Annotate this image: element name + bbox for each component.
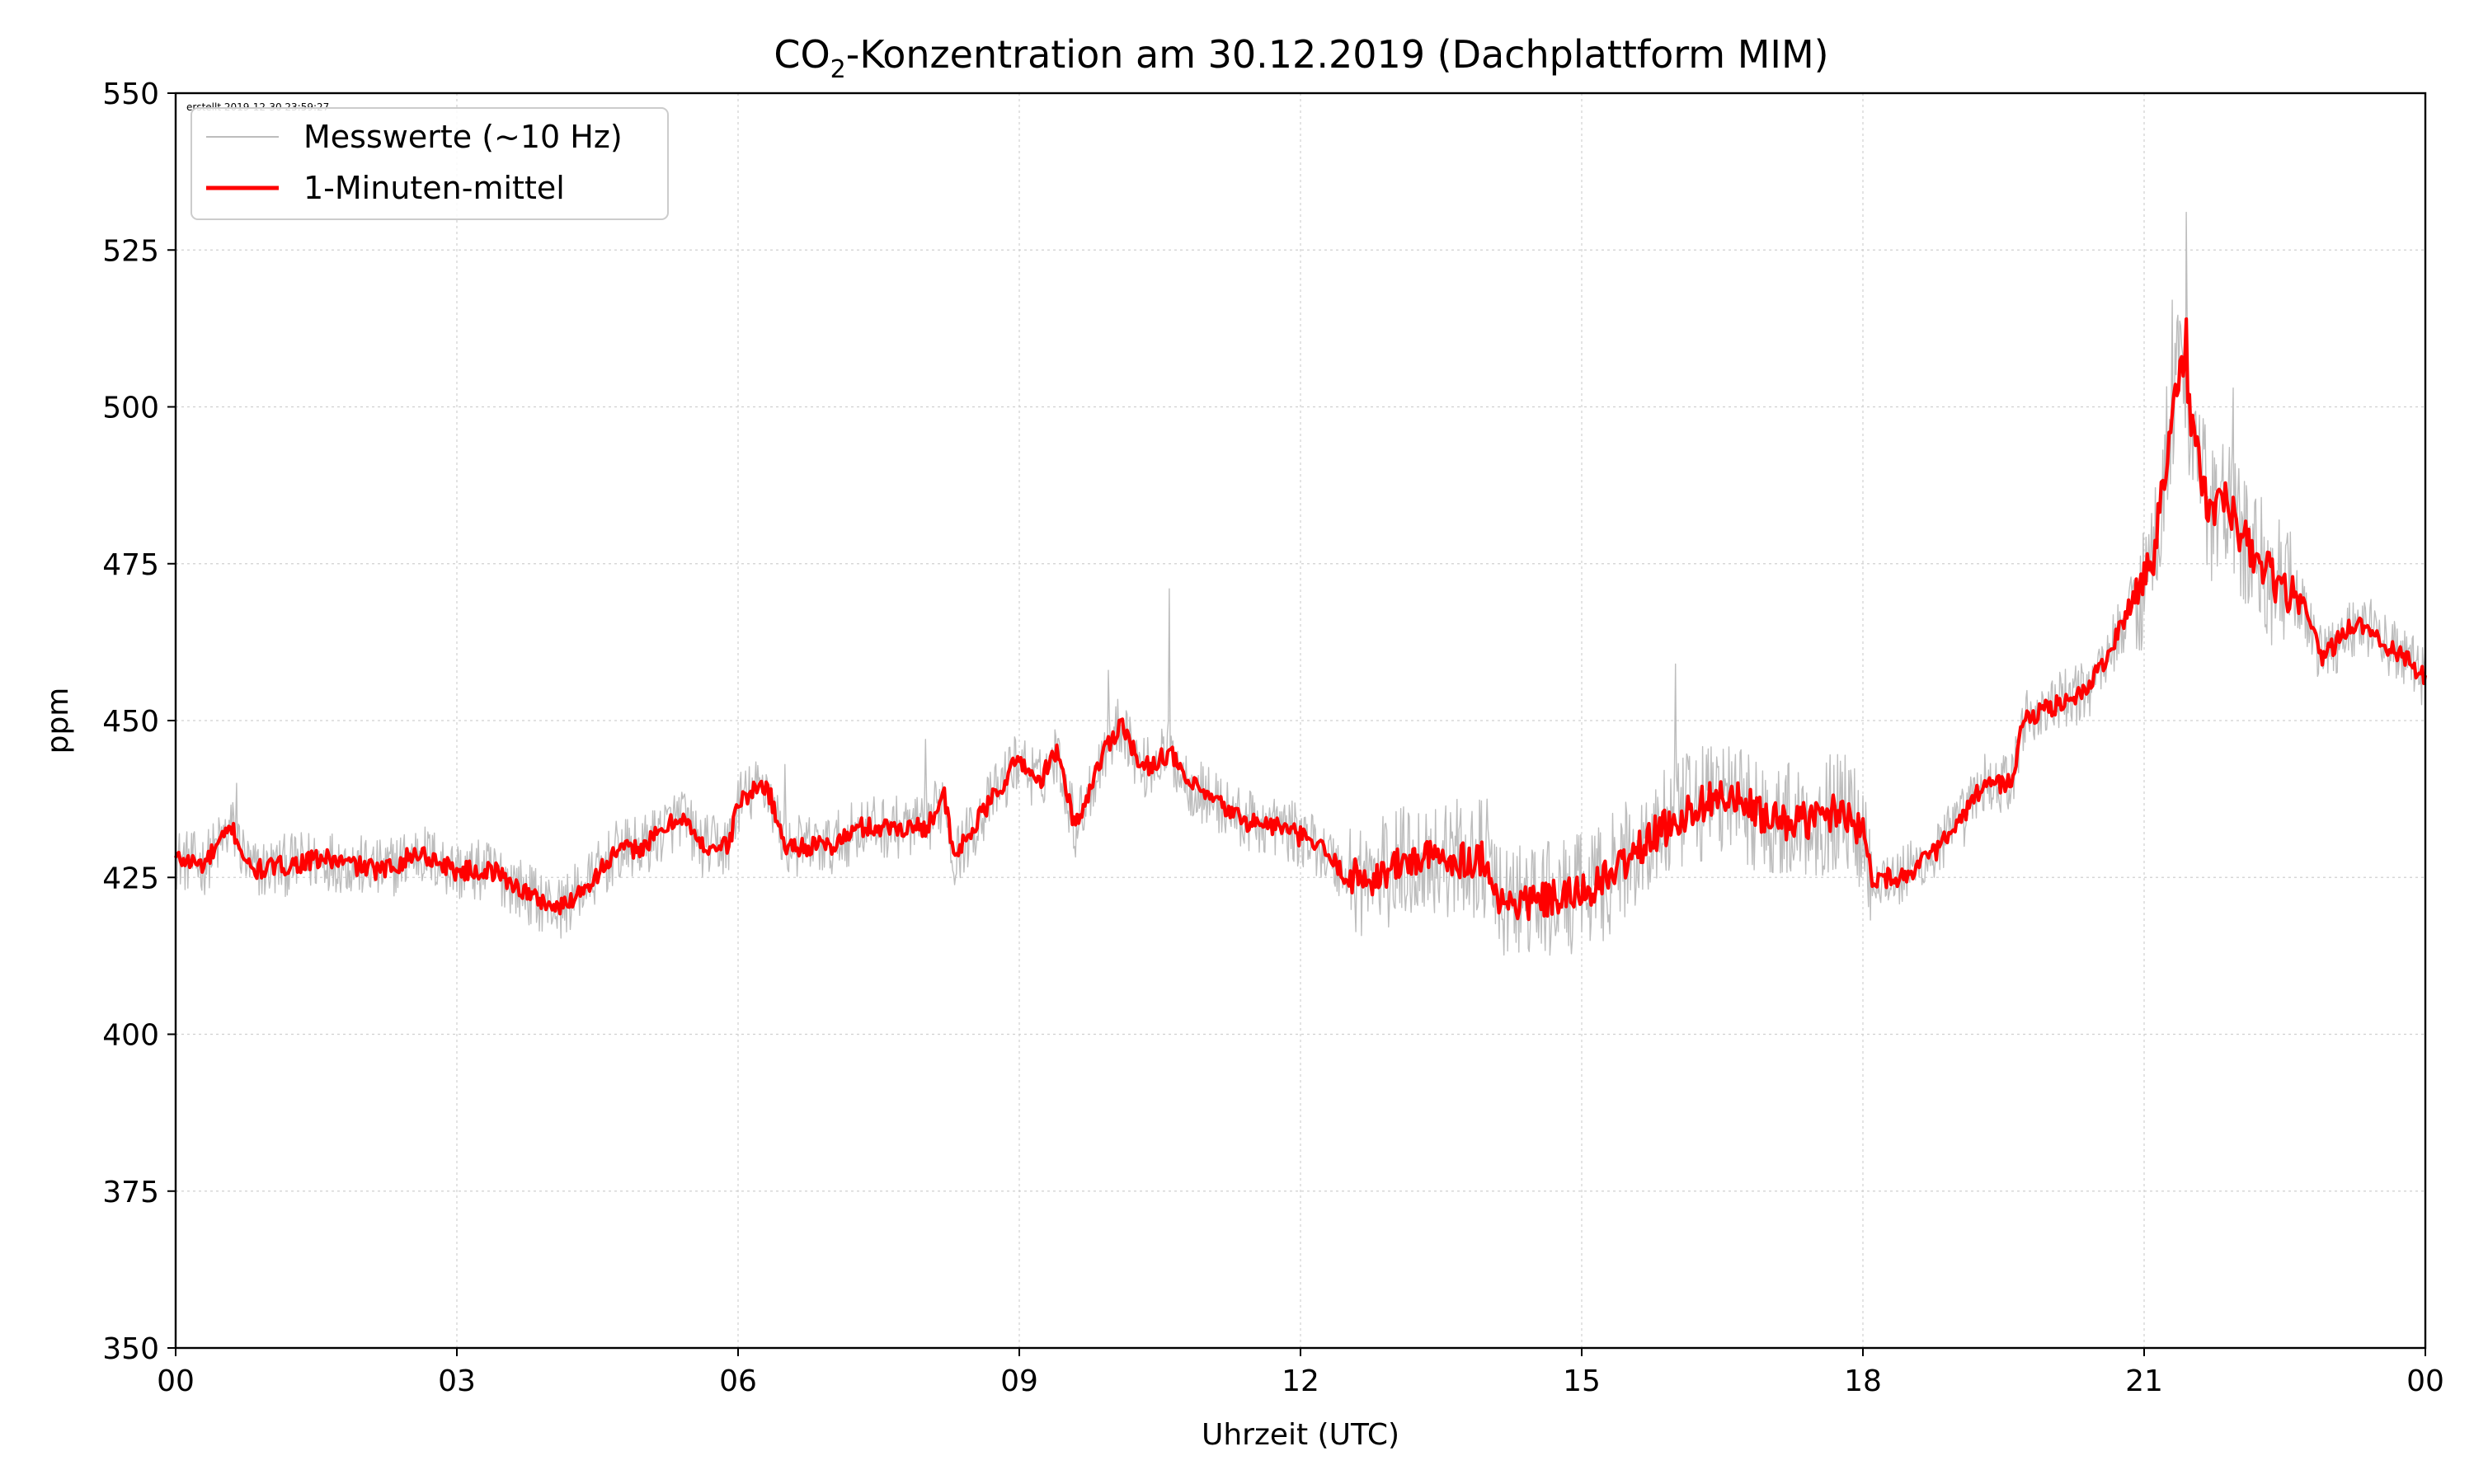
legend-box [190, 107, 669, 220]
x-tick-label: 15 [1563, 1364, 1601, 1398]
x-tick-label: 00 [2406, 1364, 2444, 1398]
y-tick-label: 425 [102, 862, 159, 895]
chart-title: CO2-Konzentration am 30.12.2019 (Dachpla… [774, 32, 1828, 84]
x-tick-label: 06 [719, 1364, 757, 1398]
y-tick-label: 375 [102, 1176, 159, 1209]
y-tick-label: 475 [102, 548, 159, 582]
y-tick-label: 500 [102, 392, 159, 425]
series-layer [174, 211, 2428, 956]
x-tick-label: 00 [157, 1364, 195, 1398]
legend: Messwerte (~10 Hz) 1-Minuten-mittel [190, 107, 669, 220]
x-tick-label: 18 [1844, 1364, 1882, 1398]
y-tick-label: 350 [102, 1332, 159, 1366]
x-tick-label: 12 [1282, 1364, 1319, 1398]
legend-raw-label: Messwerte (~10 Hz) [303, 119, 623, 155]
y-tick-label: 400 [102, 1019, 159, 1053]
y-tick-label: 525 [102, 234, 159, 268]
x-tick-label: 09 [1000, 1364, 1038, 1398]
y-tick-label: 550 [102, 77, 159, 111]
y-axis-label: ppm [41, 688, 75, 754]
one-minute-mean-line [174, 317, 2428, 922]
x-axis-label: Uhrzeit (UTC) [1202, 1418, 1399, 1452]
x-axis-ticks: 00 03 06 09 12 15 18 21 00 [157, 1348, 2444, 1398]
x-tick-label: 03 [438, 1364, 476, 1398]
y-tick-label: 450 [102, 705, 159, 739]
gridlines [176, 93, 2425, 1348]
y-axis-ticks: 350 375 400 425 450 475 500 525 550 [102, 77, 176, 1366]
x-tick-label: 21 [2125, 1364, 2163, 1398]
legend-mean-label: 1-Minuten-mittel [303, 170, 565, 206]
